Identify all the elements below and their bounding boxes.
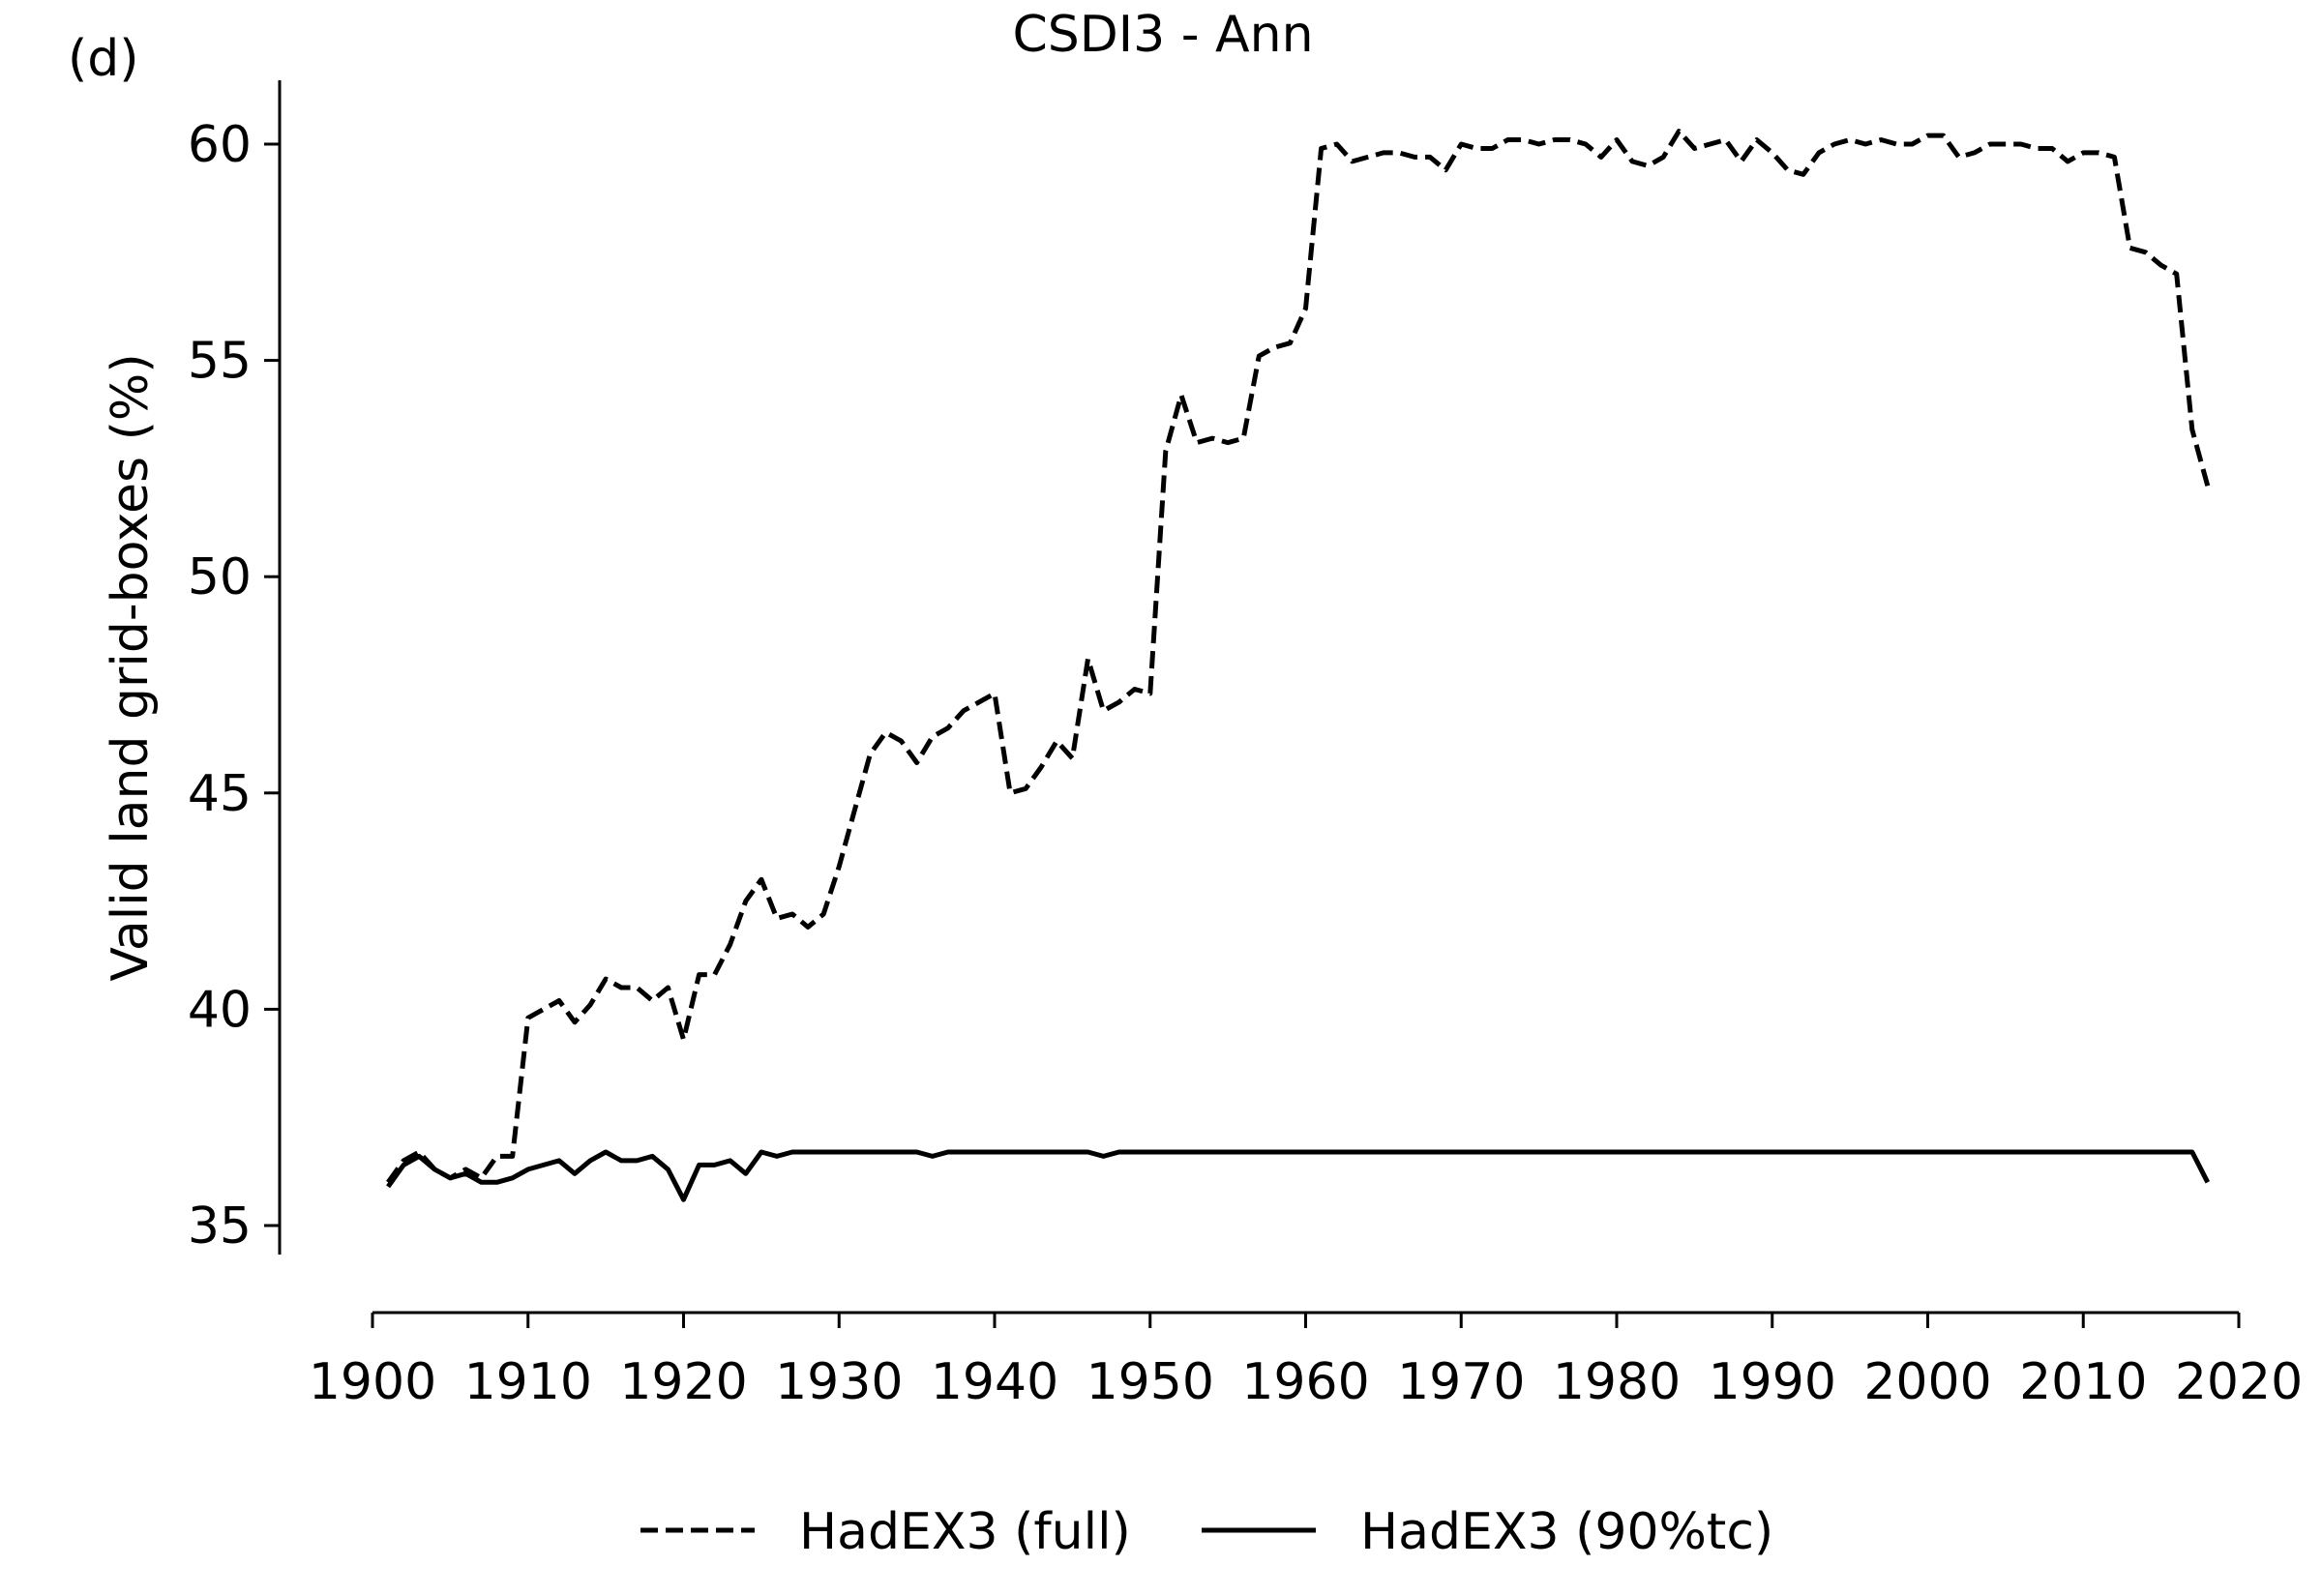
y-tick-label: 55 <box>188 333 252 391</box>
y-tick-label: 35 <box>188 1197 252 1256</box>
x-tick-label: 2000 <box>1863 1353 1991 1411</box>
series-line-full <box>386 129 2211 1184</box>
x-tick-label: 1960 <box>1241 1353 1369 1411</box>
chart-title: CSDI3 - Ann <box>1012 6 1313 64</box>
legend-label: HadEX3 (full) <box>799 1503 1131 1561</box>
x-tick-label: 2020 <box>2175 1353 2303 1411</box>
y-ticks: 35 40 45 50 55 60 <box>188 116 280 1256</box>
panel-label: (d) <box>68 30 139 88</box>
legend-label: HadEX3 (90%tc) <box>1360 1503 1773 1561</box>
x-tick-label: 1940 <box>931 1353 1058 1411</box>
series-layer <box>386 129 2211 1202</box>
x-tick-label: 2010 <box>2019 1353 2147 1411</box>
y-tick-label: 60 <box>188 116 252 174</box>
x-tick-label: 1950 <box>1087 1353 1214 1411</box>
x-tick-label: 1910 <box>464 1353 592 1411</box>
y-tick-label: 50 <box>188 548 252 606</box>
x-ticks: 1900 1910 1920 1930 1940 1950 1960 1970 1980 1990… <box>309 1313 2303 1411</box>
x-tick-label: 1990 <box>1709 1353 1836 1411</box>
y-tick-label: 45 <box>188 765 252 823</box>
x-tick-label: 1970 <box>1397 1353 1525 1411</box>
y-axis-label: Valid land grid-boxes (%) <box>102 353 160 981</box>
x-tick-label: 1900 <box>309 1353 436 1411</box>
x-tick-label: 1930 <box>775 1353 903 1411</box>
legend: HadEX3 (full) HadEX3 (90%tc) <box>640 1503 1773 1561</box>
x-tick-label: 1920 <box>619 1353 747 1411</box>
series-line-90tc <box>386 1149 2211 1202</box>
x-tick-label: 1980 <box>1553 1353 1681 1411</box>
y-tick-label: 40 <box>188 981 252 1039</box>
